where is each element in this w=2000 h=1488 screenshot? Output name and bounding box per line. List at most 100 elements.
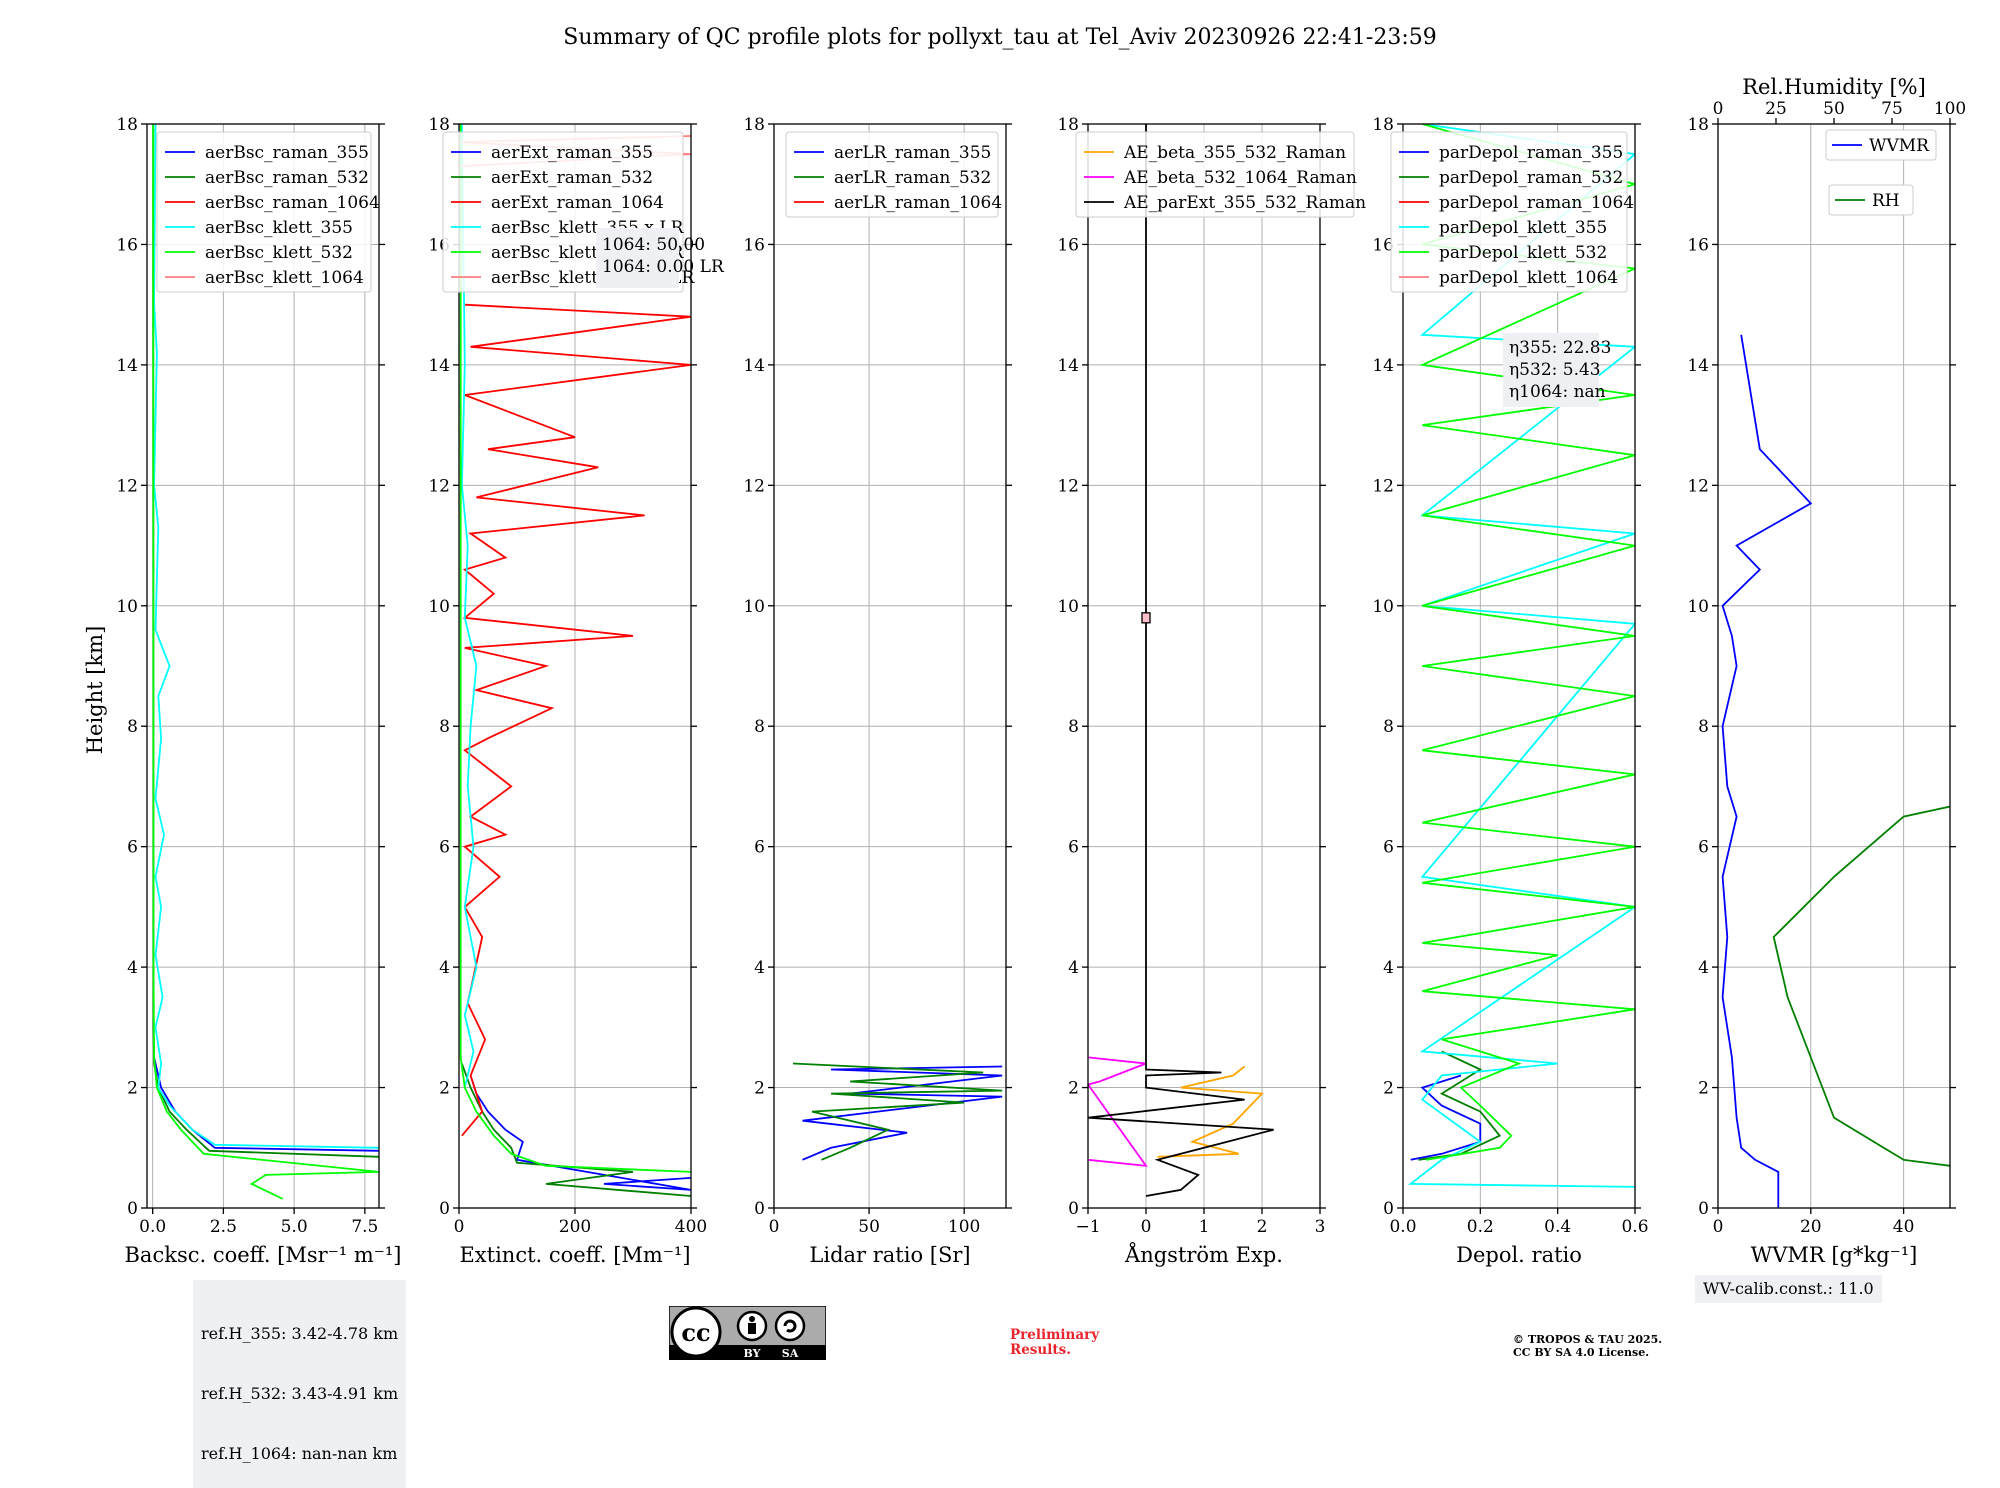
wv-calibration-box: WV-calib.const.: 11.0 (1695, 1275, 1882, 1303)
ytick-label: 0 (1383, 1199, 1394, 1219)
ytick-label: 12 (1687, 476, 1709, 496)
xtick-label: 0.0 (139, 1217, 166, 1237)
refh-1064: ref.H_1064: nan-nan km (201, 1444, 398, 1463)
ytick-label: 0 (1698, 1199, 1709, 1219)
series-line-aerExt_raman_532 (461, 1063, 691, 1197)
ytick-label: 16 (743, 235, 765, 255)
legend-label: aerLR_raman_1064 (834, 193, 1002, 213)
xtick-label: 7.5 (351, 1217, 378, 1237)
legend-box (156, 131, 372, 293)
legend-label: aerBsc_raman_355 (205, 143, 369, 163)
ytick-label: 16 (1372, 235, 1394, 255)
top-xtick-label: 100 (1934, 99, 1966, 119)
ytick-label: 14 (1687, 356, 1709, 376)
xtick-label: 50 (858, 1217, 880, 1237)
axes-frame (773, 123, 1007, 1209)
legend-label: AE_parExt_355_532_Raman (1123, 193, 1366, 213)
series-line-aerExt_raman_1064 (461, 303, 691, 1137)
legend-label: aerBsc_klett_355 (205, 218, 353, 238)
ytick-label: 18 (1687, 115, 1709, 135)
ytick-label: 18 (116, 115, 138, 135)
ytick-label: 18 (1057, 115, 1079, 135)
ytick-label: 12 (1057, 476, 1079, 496)
xtick-label: 3 (1315, 1217, 1326, 1237)
series-line-aerLR_raman_355 (802, 1065, 1003, 1161)
series-line-parDepol_raman_355 (1410, 1074, 1482, 1161)
ytick-label: 6 (1383, 838, 1394, 858)
ytick-label: 10 (116, 597, 138, 617)
ytick-label: 6 (1068, 838, 1079, 858)
xtick-label: −1 (1075, 1217, 1100, 1237)
legend-label: aerLR_raman_532 (834, 168, 991, 188)
x-axis-label: Lidar ratio [Sr] (809, 1243, 970, 1267)
xtick-label: 0 (1713, 1217, 1724, 1237)
ytick-label: 10 (743, 597, 765, 617)
ytick-label: 10 (1057, 597, 1079, 617)
ytick-label: 0 (754, 1199, 765, 1219)
ytick-label: 14 (116, 356, 138, 376)
series-group (1408, 124, 1635, 1188)
xtick-label: 0.6 (1621, 1217, 1648, 1237)
series-line-aerBsc_klett_532 x LR (459, 124, 691, 1173)
eta-text: η355: 22.83 (1509, 338, 1611, 358)
legend-label: aerExt_raman_355 (491, 143, 653, 163)
legend-label: aerExt_raman_532 (491, 168, 653, 188)
ytick-label: 16 (116, 235, 138, 255)
eta-box (1503, 333, 1599, 407)
xtick-label: 0 (454, 1217, 465, 1237)
ytick-label: 4 (754, 958, 765, 978)
ytick-label: 12 (116, 476, 138, 496)
series-line-parDepol_klett_355 (1408, 124, 1635, 1188)
copyright-note: © TROPOS & TAU 2025. CC BY SA 4.0 Licens… (1513, 1333, 1662, 1359)
series-line-aerBsc_klett_532 (152, 124, 379, 1200)
legend-label: parDepol_raman_1064 (1439, 193, 1634, 213)
refh-355: ref.H_355: 3.42-4.78 km (201, 1324, 399, 1343)
xtick-label: 0 (769, 1217, 780, 1237)
ytick-label: 14 (1057, 356, 1079, 376)
ytick-label: 8 (1068, 717, 1079, 737)
ytick-label: 2 (439, 1079, 450, 1099)
ytick-label: 18 (428, 115, 450, 135)
series-line-AE_beta_532_1064_Raman (1088, 1056, 1148, 1167)
cc-by-text: BY (744, 1347, 761, 1360)
xtick-label: 40 (1893, 1217, 1915, 1237)
ytick-label: 0 (1068, 1199, 1079, 1219)
ytick-label: 8 (127, 717, 138, 737)
ytick-label: 14 (743, 356, 765, 376)
legend-label: aerLR_raman_355 (834, 143, 991, 163)
copyright-line2: CC BY SA 4.0 License. (1513, 1346, 1650, 1359)
series-line-aerLR_raman_532 (792, 1062, 1003, 1161)
ytick-label: 4 (1068, 958, 1079, 978)
y-axis-label: Height [km] (83, 626, 107, 755)
top-xtick-label: 25 (1765, 99, 1787, 119)
ytick-label: 6 (127, 838, 138, 858)
legend-label: aerBsc_raman_1064 (205, 193, 380, 213)
ytick-label: 12 (1372, 476, 1394, 496)
xtick-label: 400 (675, 1217, 707, 1237)
x-axis-label: Ångström Exp. (1124, 1242, 1283, 1267)
ytick-label: 12 (428, 476, 450, 496)
panel-depol: 0 2 4 6 8 10 12 14 16 18 0.0 0.2 0.4 0.6 Depol. ratio p… (1372, 115, 1648, 1267)
legend-label: AE_beta_355_532_Raman (1123, 143, 1346, 163)
cc-sa-text: SA (782, 1347, 799, 1360)
series-line-RH (1772, 805, 1950, 1167)
ae-marker (1141, 612, 1151, 624)
axes-frame (146, 123, 380, 1209)
series-group (1721, 334, 1950, 1208)
ytick-label: 8 (1383, 717, 1394, 737)
x-axis-label: Extinct. coeff. [Mm⁻¹] (459, 1243, 690, 1267)
reference-height-box: ref.H_355: 3.42-4.78 km ref.H_532: 3.43-… (193, 1280, 407, 1488)
ytick-label: 2 (1068, 1079, 1079, 1099)
legend-box (1075, 131, 1355, 218)
legend-label: aerBsc_raman_532 (205, 168, 369, 188)
legend-box (1390, 131, 1628, 293)
ytick-label: 6 (754, 838, 765, 858)
legend-label: aerBsc_klett_532 (205, 243, 353, 263)
ytick-label: 14 (428, 356, 450, 376)
cc-logo-text: cc (681, 1318, 710, 1347)
ytick-label: 12 (743, 476, 765, 496)
series-line-AE_beta_355_532_Raman (1157, 1065, 1264, 1158)
xtick-label: 0.2 (1467, 1217, 1494, 1237)
